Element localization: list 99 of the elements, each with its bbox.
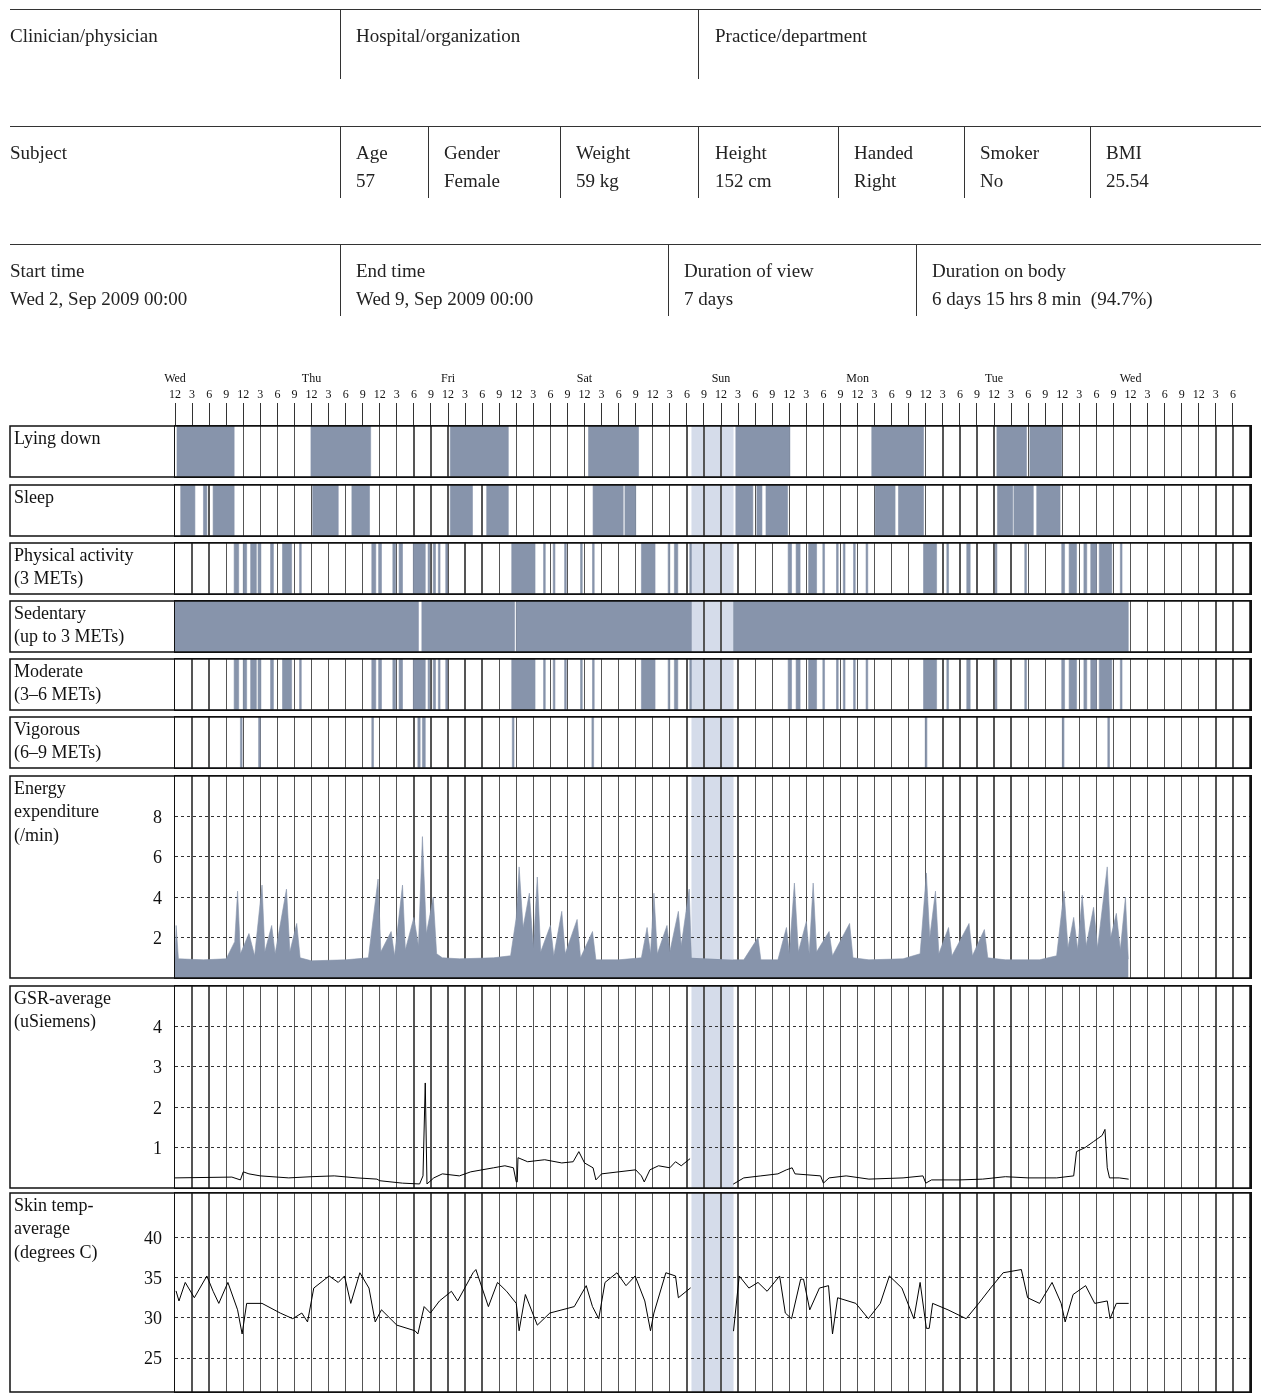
x-tick-label: 3 [189,386,196,401]
x-tick-label: 12 [1056,386,1069,401]
y-axis-title: Vigorous (6–9 METs) [14,719,102,764]
y-axis-title: Physical activity (3 METs) [14,545,134,590]
x-tick-label: 3 [735,386,742,401]
x-tick-label: 6 [1161,386,1168,401]
text: Duration of view 7 days [684,259,814,311]
text: Duration on body 6 days 15 hrs 8 min (94.7%) [932,259,1153,311]
y-axis-title: Energy expenditure (/min) [14,778,99,846]
text: Height 152 cm [715,141,772,193]
x-tick-label: 12 [783,386,796,401]
x-tick-label: Sat 12 [576,371,593,401]
x-tick-label: 12 [1192,386,1205,401]
y-tick-label: 4 [152,887,162,908]
x-tick-label: 6 [888,386,895,401]
x-tick-label: 6 [683,386,690,401]
text: Gender Female [444,141,500,193]
x-tick-label: 9 [427,386,434,401]
x-tick-label: 3 [1076,386,1083,401]
y-tick-label: 25 [143,1348,162,1369]
x-tick-label: Thu 12 [301,371,322,401]
x-tick-label: Mon 12 [846,371,869,401]
text: Clinician/physician [10,24,158,48]
x-tick-label: 3 [666,386,673,401]
x-tick-label: 6 [1093,386,1100,401]
text: Age 57 [356,141,388,193]
x-tick-label: 3 [1008,386,1015,401]
x-tick-label: Wed 12 [1119,371,1142,401]
y-axis-title: Sedentary (up to 3 METs) [14,603,125,648]
x-tick-label: 3 [462,386,469,401]
x-tick-label: 6 [410,386,417,401]
y-tick-label: 1 [152,1137,162,1158]
y-tick-label: 6 [152,847,162,868]
x-tick-label: 3 [257,386,264,401]
text: Start time Wed 2, Sep 2009 00:00 [10,259,188,311]
x-tick-label: 9 [973,386,980,401]
x-tick-label: 6 [820,386,827,401]
x-tick-label: 3 [598,386,605,401]
x-tick-label: 9 [769,386,776,401]
y-axis-title: GSR-average (uSiemens) [14,988,111,1033]
x-tick-label: 9 [837,386,844,401]
y-axis-title: Skin temp- average (degrees C) [14,1195,98,1263]
text: Handed Right [854,141,914,193]
y-tick-label: 30 [143,1308,162,1329]
x-tick-label: Tue 12 [984,371,1004,401]
x-tick-label: 3 [803,386,810,401]
y-tick-label: 3 [152,1057,162,1078]
x-tick-label: 9 [223,386,230,401]
x-tick-label: 9 [1042,386,1049,401]
x-tick-label: 3 [393,386,400,401]
x-tick-label: 6 [956,386,963,401]
x-tick-label: 12 [510,386,523,401]
x-tick-label: 3 [871,386,878,401]
x-tick-label: 6 [547,386,554,401]
x-tick-label: 3 [939,386,946,401]
y-axis-title: Moderate (3–6 METs) [14,661,102,706]
x-tick-label: 9 [700,386,707,401]
y-tick-label: 35 [143,1267,162,1288]
x-tick-label: 9 [564,386,571,401]
x-tick-label: 6 [615,386,622,401]
x-tick-label: 12 [237,386,250,401]
x-tick-label: 6 [479,386,486,401]
x-tick-label: 3 [1144,386,1151,401]
x-tick-label: 6 [752,386,759,401]
y-tick-label: 40 [143,1227,162,1248]
x-tick-label: Fri 12 [441,371,456,401]
x-tick-label: 9 [632,386,639,401]
x-tick-label: 9 [905,386,912,401]
x-tick-label: 3 [530,386,537,401]
x-tick-label: 12 [646,386,659,401]
x-tick-label: 6 [1229,386,1236,401]
text: Practice/department [715,24,867,48]
y-tick-label: 8 [152,806,162,827]
x-tick-label: 9 [1178,386,1185,401]
x-tick-label: 12 [919,386,932,401]
x-tick-label: 3 [1212,386,1219,401]
x-tick-label: 6 [206,386,213,401]
x-tick-label: Wed 12 [164,371,186,401]
text: Weight 59 kg [576,141,631,193]
x-tick-label: 9 [359,386,366,401]
text: Subject [10,141,67,165]
text: BMI 25.54 [1106,141,1149,193]
x-tick-label: Sun 12 [711,371,731,401]
x-tick-label: 9 [496,386,503,401]
y-tick-label: 2 [152,1097,162,1118]
text: Smoker No [980,141,1040,193]
x-tick-label: 6 [274,386,281,401]
text: End time Wed 9, Sep 2009 00:00 [356,259,534,311]
x-tick-label: 9 [291,386,298,401]
x-tick-label: 6 [1025,386,1032,401]
x-tick-label: 6 [342,386,349,401]
y-tick-label: 4 [152,1016,162,1037]
y-tick-label: 2 [152,927,162,948]
text: Hospital/organization [356,24,521,48]
x-tick-label: 9 [1110,386,1117,401]
y-axis-title: Lying down [14,428,101,448]
x-tick-label: 12 [373,386,386,401]
x-tick-label: 3 [325,386,332,401]
y-axis-title: Sleep [14,487,54,507]
